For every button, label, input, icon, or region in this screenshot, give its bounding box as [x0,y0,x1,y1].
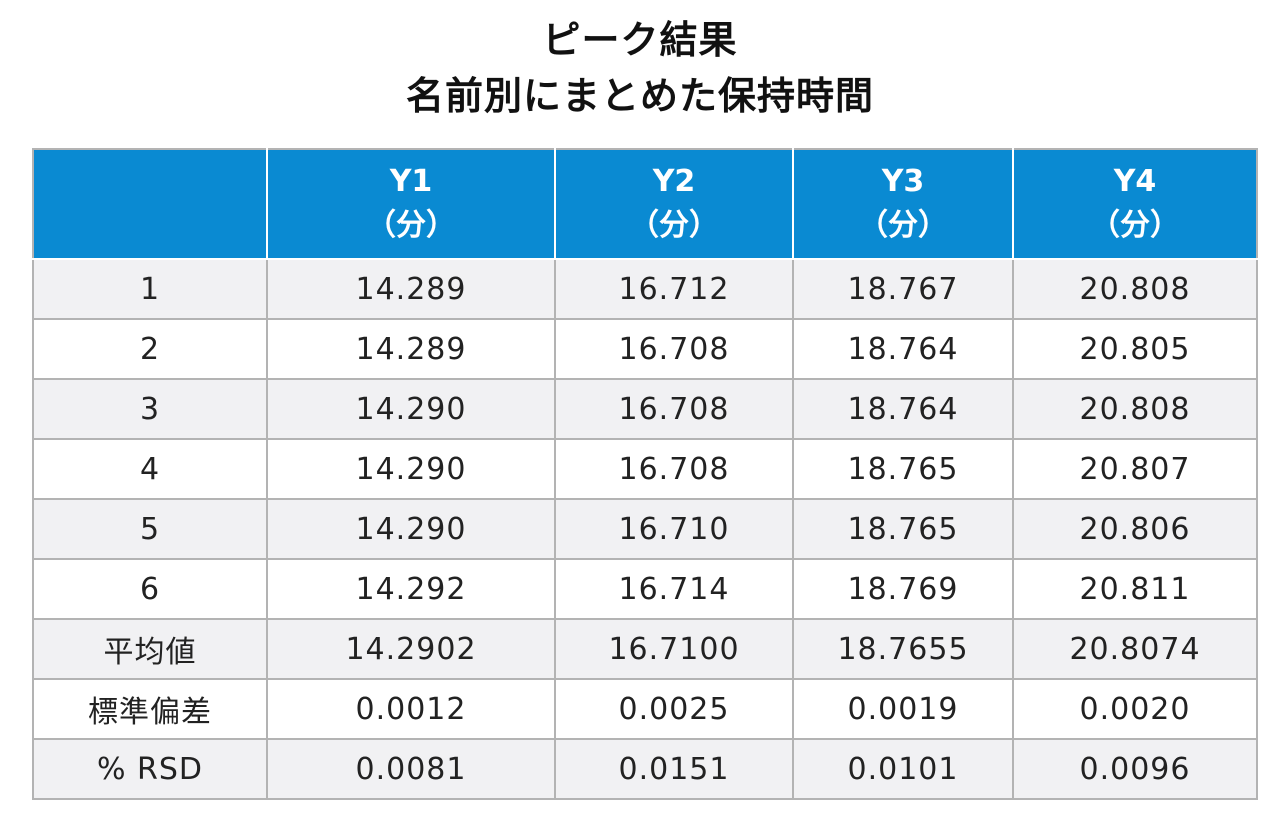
table-cell: 18.769 [792,558,1014,620]
row-label: 2 [32,318,268,380]
header-col-name: Y2 [652,164,696,199]
header-col-unit: （分） [1090,208,1180,243]
retention-time-table: Y1 （分） Y2 （分） Y3 （分） Y4 （分） 1 14.289 16.… [32,148,1258,800]
header-cell-y2: Y2 （分） [554,148,794,260]
table-cell: 14.289 [266,258,556,320]
table-cell: 14.292 [266,558,556,620]
row-label: 6 [32,558,268,620]
header-col-unit: （分） [366,208,456,243]
table-cell: 0.0012 [266,678,556,740]
table-cell: 16.7100 [554,618,794,680]
table-row: 2 14.289 16.708 18.764 20.805 [32,318,1258,380]
table-cell: 18.765 [792,498,1014,560]
table-cell: 18.767 [792,258,1014,320]
table-cell: 20.8074 [1012,618,1258,680]
row-label: 5 [32,498,268,560]
row-label: 4 [32,438,268,500]
table-cell: 18.764 [792,378,1014,440]
table-row-std-dev: 標準偏差 0.0012 0.0025 0.0019 0.0020 [32,678,1258,740]
table-cell: 16.708 [554,438,794,500]
row-label: 3 [32,378,268,440]
table-cell: 14.290 [266,378,556,440]
page-title: ピーク結果 名前別にまとめた保持時間 [0,12,1280,124]
header-col-unit: （分） [629,208,719,243]
header-cell-y4: Y4 （分） [1012,148,1258,260]
title-line-1: ピーク結果 [542,18,738,62]
table-cell: 14.290 [266,498,556,560]
table-cell: 20.807 [1012,438,1258,500]
table-cell: 16.712 [554,258,794,320]
table-cell: 20.811 [1012,558,1258,620]
table-cell: 20.808 [1012,378,1258,440]
table-cell: 14.290 [266,438,556,500]
row-label: 平均値 [32,618,268,680]
header-col-name: Y3 [881,164,925,199]
title-line-2: 名前別にまとめた保持時間 [405,74,874,118]
table-cell: 0.0020 [1012,678,1258,740]
table-row: 5 14.290 16.710 18.765 20.806 [32,498,1258,560]
row-label: 1 [32,258,268,320]
table-cell: 16.708 [554,378,794,440]
row-label: % RSD [32,738,268,800]
header-col-name: Y1 [389,164,433,199]
table-row: 1 14.289 16.712 18.767 20.808 [32,258,1258,320]
table-cell: 18.764 [792,318,1014,380]
table-cell: 0.0025 [554,678,794,740]
header-corner-cell [32,148,268,260]
table-cell: 0.0019 [792,678,1014,740]
header-col-unit: （分） [858,208,948,243]
table-cell: 20.806 [1012,498,1258,560]
table-cell: 16.710 [554,498,794,560]
table-cell: 14.289 [266,318,556,380]
table-cell: 20.805 [1012,318,1258,380]
table-cell: 0.0081 [266,738,556,800]
table-cell: 0.0101 [792,738,1014,800]
header-cell-y1: Y1 （分） [266,148,556,260]
table-cell: 16.708 [554,318,794,380]
table-cell: 20.808 [1012,258,1258,320]
table-row: 3 14.290 16.708 18.764 20.808 [32,378,1258,440]
table-cell: 18.765 [792,438,1014,500]
table-header-row: Y1 （分） Y2 （分） Y3 （分） Y4 （分） [32,148,1258,260]
table-cell: 16.714 [554,558,794,620]
table-row-rsd: % RSD 0.0081 0.0151 0.0101 0.0096 [32,738,1258,800]
table-row: 4 14.290 16.708 18.765 20.807 [32,438,1258,500]
row-label: 標準偏差 [32,678,268,740]
table-cell: 14.2902 [266,618,556,680]
table-row: 6 14.292 16.714 18.769 20.811 [32,558,1258,620]
table-row-mean: 平均値 14.2902 16.7100 18.7655 20.8074 [32,618,1258,680]
table-cell: 0.0096 [1012,738,1258,800]
table-cell: 0.0151 [554,738,794,800]
header-col-name: Y4 [1113,164,1157,199]
header-cell-y3: Y3 （分） [792,148,1014,260]
table-cell: 18.7655 [792,618,1014,680]
